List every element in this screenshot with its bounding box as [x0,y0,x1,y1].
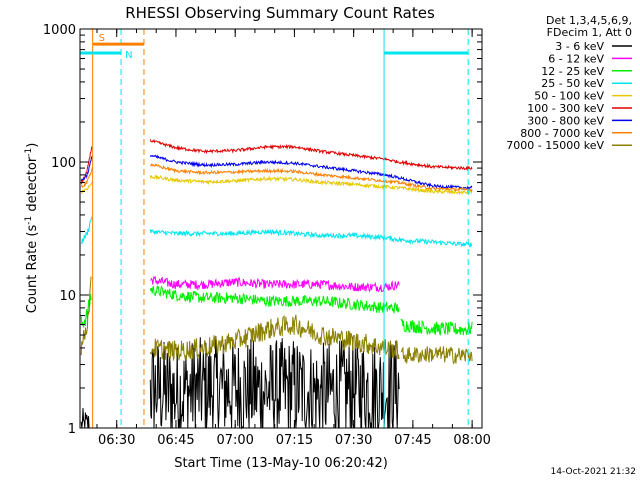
legend-header-0: Det 1,3,4,5,6,9, [546,14,632,27]
series-7-segment-0-line [80,167,93,189]
series-0-segment-0-line [80,407,90,429]
series-5-segment-0-line [80,146,93,185]
series-5-segment-1-line [149,138,473,172]
legend-label-4: 50 - 100 keV [534,90,604,103]
series-8-segment-2-line [400,346,473,365]
flag-label-0: S [99,33,105,44]
series-3-segment-1-line [149,228,473,248]
legend-label-2: 12 - 25 keV [541,65,604,78]
y-tick-label-2: 100 [51,156,76,171]
series-3-segment-0-line [80,216,93,245]
chart-title: RHESSI Observing Summary Count Rates [125,4,435,22]
x-tick-label-0: 06:30 [98,433,135,448]
x-axis-label: Start Time (13-May-10 06:20:42) [174,456,388,471]
x-tick-label-4: 07:30 [335,433,372,448]
x-tick-label-6: 08:00 [453,433,490,448]
legend-label-0: 3 - 6 keV [555,40,604,53]
footer-timestamp: 14-Oct-2021 21:32 [551,467,636,477]
y-axis-label: Count Rate (s-1 detector-1) [24,143,40,314]
legend-header-1: FDecim 1, Att 0 [547,26,632,39]
series-6-segment-0-line [80,156,93,182]
series-8-segment-1-line [149,314,400,361]
legend-label-8: 7000 - 15000 keV [506,139,604,152]
legend: Det 1,3,4,5,6,9,FDecim 1, Att 03 - 6 keV… [506,14,632,152]
x-tick-label-1: 06:45 [157,433,194,448]
series-7-segment-1-line [150,162,473,193]
series-0-segment-1-line [149,336,400,430]
plot-frame [79,28,483,429]
legend-label-3: 25 - 50 keV [541,77,604,90]
axes: 06:30 06:45 07:00 07:15 07:30 07:45 08:00 1 10 10… [43,23,491,448]
legend-label-6: 300 - 800 keV [527,114,604,127]
series-2-segment-2-line [400,318,473,336]
series-1-segment-0-line [150,275,400,293]
x-tick-label-2: 07:00 [216,433,253,448]
y-tick-label-0: 1 [68,422,76,437]
legend-label-7: 800 - 7000 keV [520,127,604,140]
flag-label-1: N [125,50,132,61]
legend-label-5: 100 - 300 keV [527,102,604,115]
series-4-segment-1-line [149,174,473,196]
x-tick-label-5: 07:45 [394,433,431,448]
series-2-segment-1-line [149,285,400,314]
series-8-segment-0-line [80,276,92,356]
y-tick-label-3: 1000 [43,23,76,38]
x-tick-label-3: 07:15 [276,433,313,448]
legend-label-1: 6 - 12 keV [548,52,604,65]
series-6-segment-1-line [149,154,473,191]
plot-area: SN [80,29,473,430]
y-tick-label-1: 10 [59,289,76,304]
